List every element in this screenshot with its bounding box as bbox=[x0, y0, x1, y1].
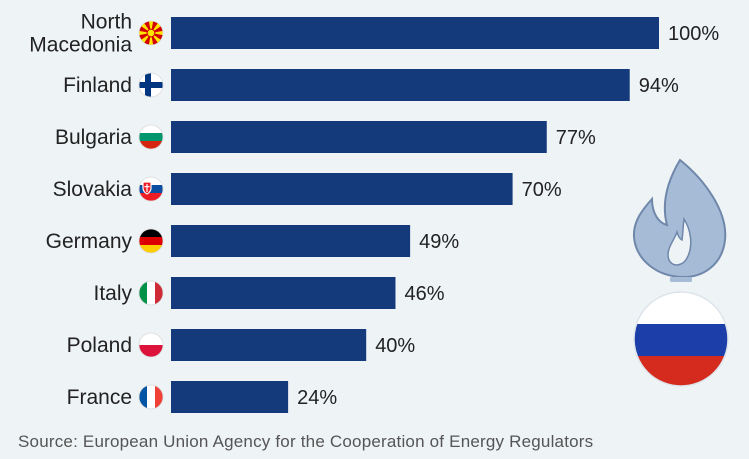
value-label-france: 24% bbox=[297, 387, 337, 409]
bar-finland bbox=[171, 69, 630, 101]
value-label-bulgaria: 77% bbox=[556, 127, 596, 149]
bar-bulgaria bbox=[171, 121, 547, 153]
bar-italy bbox=[171, 277, 396, 309]
category-label-finland: Finland bbox=[63, 74, 132, 97]
slovakia-flag-icon bbox=[139, 177, 163, 201]
bar-slovakia bbox=[171, 173, 513, 205]
labels-layer: 100% North Macedonia 94% Finland 77% Bulgaria 7… bbox=[29, 11, 719, 410]
category-label-poland: Poland bbox=[67, 334, 132, 357]
italy-flag-icon bbox=[139, 281, 163, 305]
value-label-germany: 49% bbox=[419, 231, 459, 253]
bulgaria-flag-icon bbox=[139, 125, 163, 149]
bar-north-macedonia bbox=[171, 17, 659, 49]
value-label-italy: 46% bbox=[404, 283, 444, 305]
bars-layer bbox=[171, 17, 659, 413]
france-flag-icon bbox=[139, 385, 163, 409]
germany-flag-icon bbox=[139, 229, 163, 253]
russian-gas-illustration bbox=[632, 158, 729, 387]
value-label-poland: 40% bbox=[375, 335, 415, 357]
category-label-north-macedonia: North Macedonia bbox=[29, 11, 132, 57]
finland-flag-icon bbox=[139, 73, 163, 97]
russia-flag-icon bbox=[633, 291, 729, 387]
bar-chart: 100% North Macedonia 94% Finland 77% Bulgaria 7… bbox=[29, 11, 729, 413]
bar-france bbox=[171, 381, 289, 413]
gas-flame-icon bbox=[632, 158, 727, 282]
bar-poland bbox=[171, 329, 367, 361]
poland-flag-icon bbox=[139, 333, 163, 357]
category-label-france: France bbox=[67, 386, 132, 409]
category-label-bulgaria: Bulgaria bbox=[55, 126, 132, 149]
source-note: Source: European Union Agency for the Co… bbox=[18, 432, 594, 451]
value-label-finland: 94% bbox=[639, 75, 679, 97]
value-label-slovakia: 70% bbox=[522, 179, 562, 201]
bar-germany bbox=[171, 225, 411, 257]
category-label-slovakia: Slovakia bbox=[53, 178, 133, 201]
category-label-germany: Germany bbox=[46, 230, 133, 253]
flags-layer bbox=[138, 20, 164, 410]
category-label-italy: Italy bbox=[93, 282, 132, 305]
value-label-north-macedonia: 100% bbox=[668, 23, 719, 45]
